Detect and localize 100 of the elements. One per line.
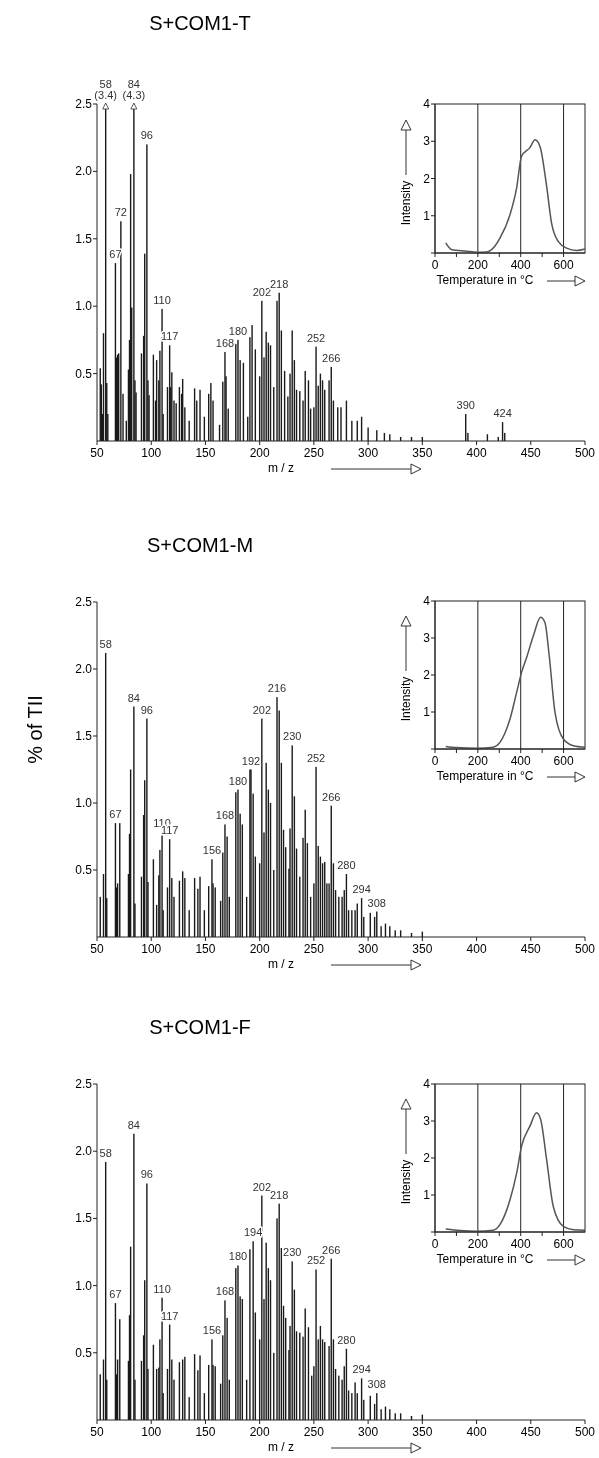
x-tick-label: 200 bbox=[467, 1237, 489, 1251]
x-tick-label: 100 bbox=[141, 942, 162, 956]
annotation: 216 bbox=[267, 682, 287, 695]
y-tick-label: 2 bbox=[423, 1151, 431, 1165]
y-tick-label: 0.5 bbox=[75, 366, 93, 381]
chart-title: S+COM1-T bbox=[149, 12, 251, 34]
x-axis-title: Temperature in °C bbox=[436, 273, 534, 287]
annotation: 58 bbox=[99, 637, 112, 650]
x-tick-label: 400 bbox=[510, 754, 532, 768]
x-tick-label: 100 bbox=[141, 1425, 162, 1439]
y-tick-label: 4 bbox=[423, 97, 431, 111]
x-tick-label: 400 bbox=[466, 446, 487, 460]
y-tick-label: 2.5 bbox=[75, 1077, 93, 1091]
annotation: 156 bbox=[202, 844, 222, 857]
x-tick-label: 50 bbox=[90, 942, 104, 956]
annotation: 294 bbox=[352, 883, 371, 896]
x-axis-title: Temperature in °C bbox=[436, 1252, 534, 1266]
annotation: 266 bbox=[322, 351, 341, 364]
x-tick-label: 200 bbox=[249, 446, 270, 460]
x-tick-label: 250 bbox=[303, 942, 325, 956]
x-tick-label: 400 bbox=[510, 1237, 532, 1251]
y-tick-label: 1.0 bbox=[75, 299, 93, 314]
x-tick-label: 350 bbox=[412, 942, 433, 956]
annotation: 110 bbox=[153, 293, 171, 306]
x-tick-label: 600 bbox=[553, 754, 574, 768]
annotation: 67 bbox=[109, 1288, 122, 1301]
x-tick-label: 600 bbox=[553, 258, 574, 272]
y-tick-label: 1 bbox=[423, 705, 431, 719]
y-tick-label: 2.0 bbox=[75, 662, 93, 676]
annotation: 96 bbox=[140, 129, 154, 142]
x-axis-title: m / z bbox=[268, 1440, 294, 1454]
x-tick-label: 400 bbox=[510, 258, 532, 272]
annotation: 180 bbox=[228, 774, 248, 787]
y-axis-title: Intensity bbox=[399, 676, 413, 722]
y-tick-label: 2.5 bbox=[75, 97, 93, 111]
annotation: 58 (3.4) bbox=[94, 78, 117, 101]
y-tick-label: 1.5 bbox=[75, 231, 93, 246]
y-axis-title: Intensity bbox=[399, 180, 413, 226]
x-tick-label: 300 bbox=[358, 942, 379, 956]
annotation: 266 bbox=[322, 1243, 341, 1256]
chart-title: S+COM1-F bbox=[149, 1016, 251, 1038]
x-tick-label: 0 bbox=[431, 1237, 439, 1251]
annotation: 84 bbox=[127, 1118, 140, 1131]
y-tick-label: 4 bbox=[423, 594, 431, 608]
y-tick-label: 1 bbox=[423, 208, 431, 223]
annotation: 230 bbox=[283, 730, 302, 743]
y-tick-label: 1.5 bbox=[75, 1211, 93, 1226]
x-tick-label: 350 bbox=[412, 446, 433, 460]
x-tick-label: 450 bbox=[520, 446, 542, 460]
annotation: 156 bbox=[202, 1324, 222, 1337]
x-axis-title: m / z bbox=[268, 957, 294, 971]
annotation: 294 bbox=[352, 1363, 371, 1376]
x-tick-label: 300 bbox=[358, 1425, 379, 1439]
annotation: 308 bbox=[367, 1378, 386, 1391]
x-tick-label: 400 bbox=[466, 1425, 487, 1439]
x-tick-label: 50 bbox=[90, 446, 104, 460]
x-tick-label: 100 bbox=[141, 446, 162, 460]
annotation: 110 bbox=[153, 1282, 171, 1295]
annotation: 218 bbox=[270, 1188, 289, 1201]
y-axis-title: % of TII bbox=[24, 695, 46, 764]
y-tick-label: 1 bbox=[423, 1188, 431, 1202]
x-tick-label: 50 bbox=[90, 1425, 104, 1439]
annotation: 96 bbox=[140, 703, 154, 716]
annotation: 84 bbox=[127, 691, 140, 704]
y-tick-label: 2 bbox=[423, 171, 431, 186]
x-tick-label: 250 bbox=[303, 1425, 325, 1439]
annotation: 168 bbox=[215, 1285, 235, 1298]
x-tick-label: 500 bbox=[574, 942, 596, 956]
x-axis-title: m / z bbox=[268, 461, 294, 475]
annotation: 252 bbox=[306, 331, 326, 344]
chart-title: S+COM1-M bbox=[146, 534, 254, 556]
y-tick-label: 2.0 bbox=[75, 164, 93, 179]
y-tick-label: 1.0 bbox=[75, 1278, 93, 1293]
annotation: 168 bbox=[215, 809, 235, 822]
y-tick-label: 2.5 bbox=[75, 595, 93, 609]
annotation: 424 bbox=[493, 407, 512, 420]
annotation: 202 bbox=[252, 703, 272, 716]
x-tick-label: 200 bbox=[249, 942, 270, 956]
annotation: 280 bbox=[337, 1333, 356, 1346]
x-tick-label: 150 bbox=[195, 446, 216, 460]
x-tick-label: 0 bbox=[431, 754, 439, 768]
y-tick-label: 2 bbox=[423, 668, 431, 682]
y-tick-label: 0.5 bbox=[75, 863, 93, 877]
y-tick-label: 0.5 bbox=[75, 1345, 93, 1360]
annotation: 280 bbox=[337, 859, 356, 872]
x-tick-label: 350 bbox=[412, 1425, 433, 1439]
x-axis-title: Temperature in °C bbox=[436, 769, 534, 783]
annotation: 252 bbox=[306, 1254, 326, 1267]
y-tick-label: 2.0 bbox=[75, 1144, 93, 1159]
x-tick-label: 200 bbox=[249, 1425, 270, 1439]
x-tick-label: 400 bbox=[466, 942, 487, 956]
annotation: 67 bbox=[109, 808, 122, 821]
y-tick-label: 1.0 bbox=[75, 796, 93, 810]
y-tick-label: 3 bbox=[423, 1114, 431, 1128]
annotation: 192 bbox=[241, 754, 261, 767]
x-tick-label: 300 bbox=[358, 446, 379, 460]
annotation: 252 bbox=[306, 751, 326, 764]
annotation: 168 bbox=[215, 337, 235, 350]
annotation: 308 bbox=[367, 896, 386, 909]
annotation: 180 bbox=[228, 324, 248, 337]
